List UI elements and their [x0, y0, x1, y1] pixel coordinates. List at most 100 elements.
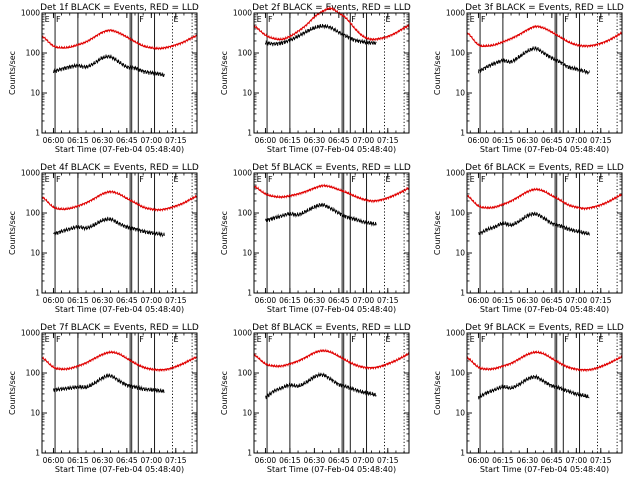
x-tick-label: 07:15 — [377, 456, 399, 465]
x-tick-label: 06:45 — [328, 136, 350, 145]
x-tick-label: 06:15 — [492, 456, 514, 465]
flag-label: F — [564, 15, 569, 24]
events-series-line — [265, 202, 377, 227]
x-tick-label: 06:45 — [541, 456, 563, 465]
x-axis-label: Start Time (07-Feb-04 05:48:40) — [480, 145, 609, 154]
y-tick-label: 10 — [455, 249, 465, 258]
y-tick-label: 10 — [242, 409, 252, 418]
panel-title: Det 1f BLACK = Events, RED = LLD — [40, 3, 199, 13]
x-tick-label: 07:00 — [566, 456, 588, 465]
y-axis-label: Counts/sec — [8, 371, 17, 415]
flag-label: E — [257, 15, 262, 24]
x-axis-label: Start Time (07-Feb-04 05:48:40) — [55, 465, 184, 474]
x-tick-label: 06:15 — [279, 136, 301, 145]
y-tick-label: 10 — [242, 89, 252, 98]
events-series-line — [478, 373, 590, 400]
x-tick-label: 06:00 — [43, 296, 65, 305]
lld-series-line — [466, 24, 623, 49]
x-tick-label: 06:30 — [92, 296, 114, 305]
flag-label: F — [481, 175, 486, 184]
y-tick-label: 1000 — [233, 329, 252, 338]
plot-frame — [41, 172, 198, 294]
flag-label: E — [599, 335, 604, 344]
y-tick-label: 1000 — [21, 169, 40, 178]
plot-frame — [253, 12, 410, 134]
x-tick-label: 07:15 — [165, 136, 187, 145]
x-tick-label: 06:15 — [492, 136, 514, 145]
chart-panel: Det 3f BLACK = Events, RED = LLD Counts/s… — [433, 3, 624, 154]
x-tick-label: 06:30 — [517, 136, 539, 145]
x-tick-label: 06:30 — [304, 296, 326, 305]
flag-label: F — [139, 15, 144, 24]
chart-panel: Det 9f BLACK = Events, RED = LLD Counts/s… — [433, 323, 624, 474]
x-tick-label: 06:45 — [328, 456, 350, 465]
y-tick-label: 1 — [247, 289, 252, 298]
flag-label: F — [268, 175, 273, 184]
x-tick-label: 06:45 — [328, 296, 350, 305]
y-tick-label: 1 — [460, 289, 465, 298]
flag-label: E — [174, 15, 179, 24]
x-tick-label: 06:30 — [304, 456, 326, 465]
x-tick-label: 06:15 — [67, 296, 89, 305]
flag-label: F — [56, 15, 61, 24]
x-tick-label: 06:00 — [43, 456, 65, 465]
chart-panel: Det 4f BLACK = Events, RED = LLD Counts/s… — [8, 163, 199, 314]
y-tick-label: 1000 — [446, 9, 465, 18]
x-tick-label: 07:00 — [353, 136, 375, 145]
flag-label: E — [599, 15, 604, 24]
flag-label: F — [564, 335, 569, 344]
chart-panel: Det 2f BLACK = Events, RED = LLD Counts/s… — [220, 3, 411, 154]
events-series-line — [265, 23, 377, 47]
flag-label: F — [481, 15, 486, 24]
plot-frame — [466, 12, 623, 134]
x-tick-label: 07:15 — [590, 456, 612, 465]
x-tick-label: 07:00 — [141, 296, 163, 305]
y-tick-label: 1000 — [21, 329, 40, 338]
lld-series-line — [253, 348, 410, 371]
x-tick-label: 07:00 — [141, 456, 163, 465]
y-axis-label: Counts/sec — [8, 211, 17, 255]
x-axis-label: Start Time (07-Feb-04 05:48:40) — [267, 145, 396, 154]
events-series-line — [53, 216, 165, 238]
x-tick-label: 06:45 — [541, 136, 563, 145]
flag-label: E — [386, 335, 391, 344]
plot-frame — [41, 332, 198, 454]
x-tick-label: 07:15 — [165, 296, 187, 305]
lld-series-line — [466, 350, 623, 373]
x-axis-label: Start Time (07-Feb-04 05:48:40) — [480, 465, 609, 474]
flag-label: E — [386, 15, 391, 24]
y-tick-label: 1000 — [446, 169, 465, 178]
x-tick-label: 07:15 — [377, 296, 399, 305]
y-tick-label: 1 — [247, 449, 252, 458]
plot-frame — [253, 172, 410, 294]
chart-panel: Det 1f BLACK = Events, RED = LLD Counts/s… — [8, 3, 199, 154]
flag-label: E — [386, 175, 391, 184]
x-axis-label: Start Time (07-Feb-04 05:48:40) — [267, 305, 396, 314]
events-series-line — [265, 371, 377, 400]
x-tick-label: 06:00 — [468, 136, 490, 145]
x-tick-label: 06:00 — [468, 296, 490, 305]
x-tick-label: 06:00 — [255, 456, 277, 465]
lld-series-line — [41, 28, 198, 51]
x-tick-label: 06:45 — [116, 136, 138, 145]
flag-label: F — [351, 175, 356, 184]
x-tick-label: 06:30 — [517, 456, 539, 465]
x-tick-label: 06:30 — [92, 136, 114, 145]
flag-label: F — [139, 335, 144, 344]
events-series-line — [53, 54, 165, 78]
y-tick-label: 100 — [451, 49, 466, 58]
x-axis-label: Start Time (07-Feb-04 05:48:40) — [55, 305, 184, 314]
flag-label: E — [257, 175, 262, 184]
flag-label: F — [481, 335, 486, 344]
panel-title: Det 7f BLACK = Events, RED = LLD — [40, 323, 199, 333]
events-series-line — [478, 46, 590, 75]
flag-label: F — [268, 15, 273, 24]
plot-frame — [466, 332, 623, 454]
panel-title: Det 5f BLACK = Events, RED = LLD — [252, 163, 411, 173]
x-tick-label: 07:00 — [566, 296, 588, 305]
y-tick-label: 100 — [238, 209, 253, 218]
y-tick-label: 100 — [26, 49, 41, 58]
x-tick-label: 06:00 — [468, 456, 490, 465]
x-tick-label: 06:00 — [255, 136, 277, 145]
